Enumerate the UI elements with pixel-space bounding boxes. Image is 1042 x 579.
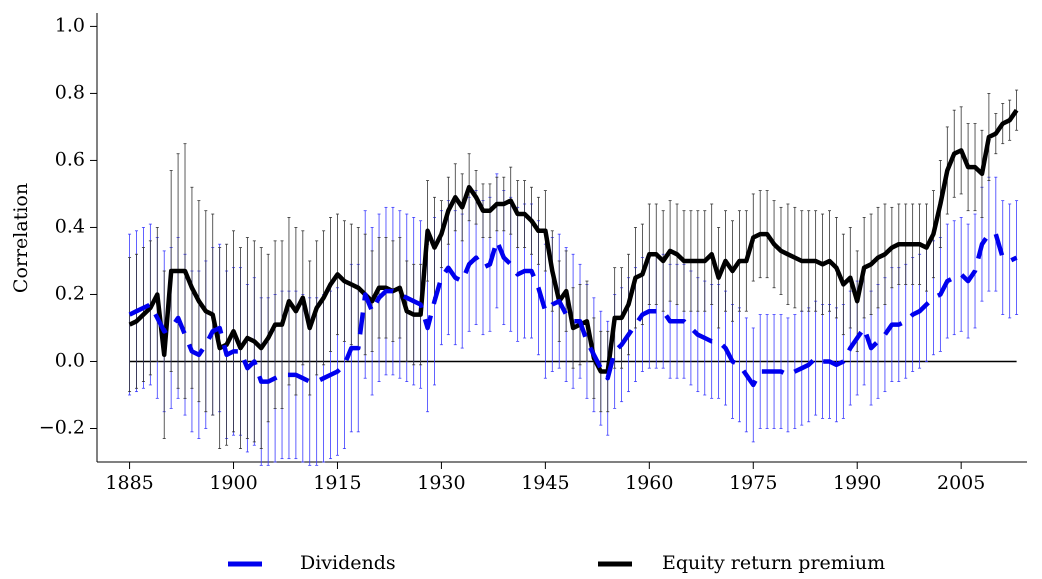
legend-label: Dividends [300,552,396,574]
y-tick-label: 0.6 [55,148,85,170]
x-tick-label: 1960 [625,472,673,494]
error-bar [987,176,991,292]
legend-label: Equity return premium [662,552,885,574]
x-tick-label: 1885 [105,472,153,494]
error-bar [1001,200,1005,315]
error-bar [758,314,762,429]
x-tick-label: 1930 [417,472,465,494]
error-bar [128,257,132,393]
error-bar [786,317,790,433]
y-tick-label: 0.2 [55,282,85,304]
error-bar [952,220,956,336]
y-tick-label: 1.0 [55,14,85,36]
series-line [128,231,1018,388]
x-tick-label: 1975 [729,472,777,494]
y-tick-label: 0.8 [55,81,85,103]
x-tick-label: 1915 [313,472,361,494]
error-bar [1008,203,1012,319]
x-tick-label: 1945 [521,472,569,494]
error-bar [737,307,741,423]
y-tick-label: 0.0 [55,349,85,371]
error-bar [959,216,963,332]
error-bar [1015,89,1019,131]
y-tick-label: 0.4 [55,215,85,237]
x-tick-label: 1900 [209,472,257,494]
error-bar [814,300,818,416]
y-tick-label: −0.2 [39,416,85,438]
error-bar [1015,200,1019,315]
series-line [128,108,1019,374]
x-tick-label: 2005 [937,472,985,494]
x-tick-label: 1990 [833,472,881,494]
y-axis-label: Correlation [10,183,32,293]
